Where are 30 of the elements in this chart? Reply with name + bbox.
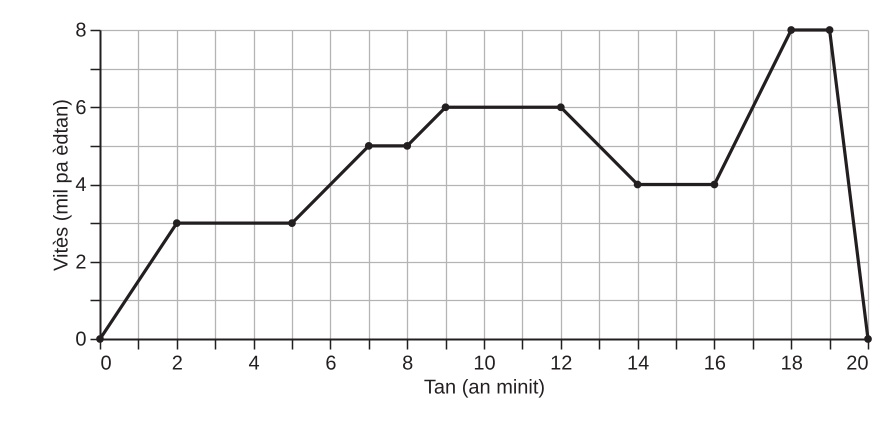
x-tick-label: 4 <box>248 352 260 374</box>
point <box>442 103 450 112</box>
point <box>288 219 296 227</box>
point <box>403 142 412 150</box>
x-tick-label: 6 <box>325 352 336 374</box>
x-tick-label: 20 <box>846 352 868 374</box>
point <box>172 219 181 227</box>
x-tick-label: 16 <box>704 352 726 374</box>
y-tick-label: 2 <box>75 251 86 274</box>
x-tick-label: 18 <box>780 352 803 374</box>
x-tick-label: 10 <box>473 352 496 374</box>
point <box>864 335 872 343</box>
point <box>96 335 104 343</box>
x-tick-label: 0 <box>100 352 112 374</box>
y-tick-label: 0 <box>75 328 86 350</box>
point <box>710 180 718 188</box>
x-tick-label: 8 <box>402 352 414 374</box>
y-axis-title: Vitès (mil pa èdtan) <box>50 99 72 271</box>
point <box>787 26 796 34</box>
point <box>826 26 834 34</box>
x-tick-label: 2 <box>172 352 183 374</box>
y-tick-label: 6 <box>75 96 86 119</box>
x-axis-title: Tan (an minit) <box>424 376 546 398</box>
x-tick-label: 12 <box>550 352 572 374</box>
y-tick-label: 8 <box>75 20 86 42</box>
y-tick-label: 4 <box>75 174 86 196</box>
point <box>634 180 642 188</box>
x-tick-label: 14 <box>626 352 650 374</box>
point <box>556 103 565 112</box>
point <box>364 142 373 150</box>
